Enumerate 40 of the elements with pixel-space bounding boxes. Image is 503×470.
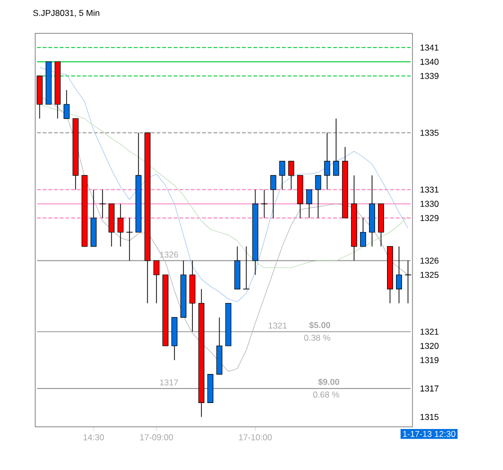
y-tick-label: 1325 <box>420 272 439 278</box>
y-tick-label: 1317 <box>420 386 438 392</box>
candlestick <box>118 204 124 247</box>
annotation: 0.38 % <box>304 334 330 341</box>
candlestick <box>242 246 250 290</box>
ref-line-label: 1321 <box>268 322 287 329</box>
y-tick-label: 1339 <box>420 73 438 80</box>
chart-title: S.JPJ8031, 5 Min <box>33 10 100 18</box>
annotation: $9.00 <box>318 378 340 386</box>
x-tick-label: 17-10:00 <box>239 434 272 440</box>
candlestick <box>324 132 330 190</box>
candlestick <box>279 160 286 190</box>
text: 1-17-13 12:30 <box>403 431 456 438</box>
y-tick-label: 1330 <box>420 200 439 207</box>
annotation: $5.00 <box>309 322 330 329</box>
candlestick <box>288 160 294 190</box>
candlestick <box>306 189 312 219</box>
y-tick-label: 1319 <box>420 357 438 364</box>
y-tick-label: 1341 <box>420 44 438 51</box>
ref-line-label: 1317 <box>160 380 178 386</box>
y-tick-label: 1340 <box>420 58 439 65</box>
y-tick-label: 1320 <box>420 342 439 350</box>
y-tick-label: 1331 <box>420 186 438 193</box>
line-series <box>39 67 408 302</box>
ref-line-label: 1326 <box>160 252 178 258</box>
y-tick-label: 1329 <box>420 215 438 222</box>
y-tick-label: 1335 <box>420 130 439 136</box>
candlestick <box>396 246 402 304</box>
y-tick-label: 1321 <box>420 328 438 335</box>
y-tick-label: 1315 <box>420 414 439 420</box>
candlestick <box>360 218 366 247</box>
x-tick-label: 17-09:00 <box>140 434 173 440</box>
candlestick <box>333 118 340 176</box>
candlestick <box>153 260 160 304</box>
candlestick <box>315 175 322 219</box>
candlestick <box>64 90 70 120</box>
x-tick-label: 14:30 <box>84 434 104 440</box>
candlestick <box>270 175 276 219</box>
annotation: 0.68 % <box>313 392 340 398</box>
y-tick-label: 1326 <box>420 258 439 264</box>
